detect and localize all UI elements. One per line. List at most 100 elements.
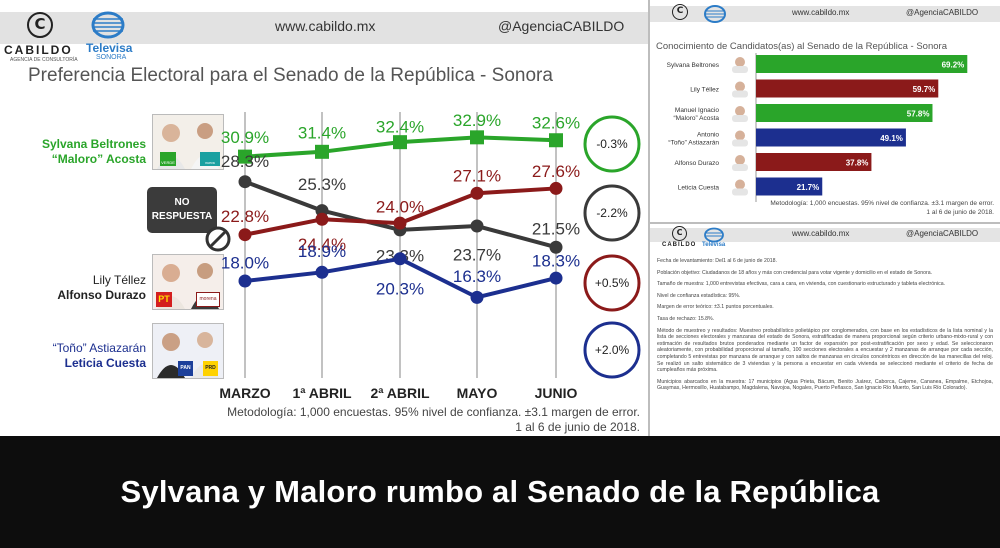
candidate-thumb-icon	[735, 130, 745, 141]
data-label: 32.6%	[532, 114, 580, 133]
bar-category-label: Leticia Cuesta	[678, 185, 720, 192]
data-label: 21.5%	[532, 220, 580, 239]
candidate-thumb-icon	[732, 139, 748, 147]
note-paragraph: Método de muestreo y resultados: Muestre…	[657, 327, 993, 374]
change-label: -0.3%	[596, 137, 628, 151]
bar-value-label: 37.8%	[846, 159, 869, 168]
top-url: www.cabildo.mx	[792, 8, 850, 17]
bar-value-label: 49.1%	[880, 134, 903, 143]
cabildo-logo-icon: C	[27, 12, 53, 38]
no-respuesta-box: NO RESPUESTA	[147, 187, 217, 233]
data-point	[238, 274, 252, 288]
data-point	[470, 290, 484, 304]
x-tick-label: JUNIO	[535, 385, 578, 401]
change-badge	[583, 321, 641, 379]
prohibited-icon	[205, 226, 231, 252]
bottom-header-strip	[650, 228, 1000, 242]
data-label: 30.9%	[221, 128, 269, 147]
data-label: 24.0%	[376, 198, 424, 217]
bar	[756, 128, 906, 147]
bar-chart: 69.2% Sylvana Beltrones 59.7% Lily Téllez 57…	[667, 53, 968, 202]
data-label: 16.3%	[453, 267, 501, 286]
data-label: 18.9%	[298, 242, 346, 261]
candidate-thumb-icon	[732, 188, 748, 196]
data-point	[549, 181, 563, 195]
line-chart: MARZO 1ª ABRIL 2ª ABRIL MAYO JUNIO 30.9% 31.4%…	[219, 111, 641, 401]
bar-value-label: 57.8%	[907, 110, 930, 119]
change-badge	[583, 184, 641, 242]
candidate-label-blue: “Toño” Astiazarán Leticia Cuesta	[52, 341, 146, 370]
change-label: +0.5%	[595, 276, 630, 290]
candidate-thumb-icon	[732, 115, 748, 122]
televisa-logo-icon-small	[704, 5, 726, 23]
data-point	[549, 240, 563, 254]
bar-chart-title: Conocimiento de Candidatos(as) al Senado…	[656, 41, 947, 52]
bar	[756, 55, 968, 73]
bar-value-label: 21.7%	[797, 183, 820, 192]
data-label: 28.3%	[221, 152, 269, 171]
data-point	[393, 252, 407, 266]
data-point	[393, 135, 407, 150]
data-point	[315, 212, 329, 226]
header-handle: @AgenciaCABILDO	[498, 18, 625, 34]
data-label: 32.9%	[453, 111, 501, 130]
data-label: 18.3%	[532, 252, 580, 271]
panel-divider	[650, 222, 1000, 224]
candidate-thumb-icon	[732, 90, 748, 98]
party-logo-nueva-alianza: nueva alianza	[200, 152, 220, 187]
x-tick-label: 1ª ABRIL	[292, 385, 352, 401]
bottom-tv-brand: Televisa	[702, 242, 726, 248]
bar	[756, 79, 939, 98]
data-point	[549, 133, 563, 148]
change-label: +2.0%	[595, 343, 630, 357]
x-tick-label: MARZO	[219, 385, 270, 401]
data-label: 27.1%	[453, 167, 501, 186]
data-point	[549, 271, 563, 285]
cabildo-brand-sub: AGENCIA DE CONSULTORÍA	[10, 57, 78, 63]
x-tick-label: 2ª ABRIL	[370, 385, 430, 401]
party-logo-verde: VERDE	[160, 152, 176, 166]
data-label: 18.0%	[221, 253, 269, 272]
candidate-thumb-icon	[732, 164, 748, 171]
candidate-thumb-icon	[735, 57, 745, 67]
data-point	[238, 175, 252, 189]
change-label: -2.2%	[596, 206, 628, 220]
note-paragraph: Tasa de rechazo: 15.8%.	[657, 315, 715, 322]
bar-category-label: Sylvana Beltrones	[667, 62, 720, 69]
header-url: www.cabildo.mx	[275, 18, 376, 34]
candidate-thumb-icon	[735, 155, 745, 165]
party-logo-pan: PAN	[178, 361, 193, 376]
header-strip	[0, 12, 648, 44]
party-logo-pt: PT	[156, 292, 172, 307]
candidate-thumb-icon	[735, 179, 745, 190]
bar-category-label: “Maloro” Acosta	[673, 115, 719, 122]
bar-category-label: Alfonso Durazo	[675, 160, 720, 167]
bar	[756, 104, 933, 122]
note-paragraph: Tamaño de muestra: 1,000 entrevistas efe…	[657, 281, 946, 288]
data-point	[315, 144, 329, 159]
televisa-brand: Televisa	[86, 41, 133, 55]
bar	[756, 153, 872, 171]
note-paragraph: Margen de error teórico: ±3.1 puntos por…	[657, 304, 774, 311]
candidate-thumb-icon	[732, 66, 748, 73]
bar-category-label: “Toño” Astiazarán	[668, 140, 719, 147]
right-panel: C www.cabildo.mx @AgenciaCABILDO Conocim…	[650, 0, 1000, 436]
data-label: 20.3%	[376, 279, 424, 298]
top-handle: @AgenciaCABILDO	[906, 8, 979, 17]
data-point	[315, 265, 329, 279]
candidate-thumb-icon	[735, 81, 745, 92]
televisa-logo-icon-bottom	[704, 227, 724, 243]
change-badge	[583, 115, 641, 173]
methodology-notes: Fecha de levantamiento: Del1 al 6 de jun…	[657, 258, 993, 392]
candidate-label-maroon: Lily Téllez Alfonso Durazo	[57, 273, 146, 302]
chart-title: Preferencia Electoral para el Senado de …	[28, 65, 553, 86]
vertical-separator	[648, 0, 650, 436]
televisa-logo-icon	[91, 11, 125, 39]
candidate-label-green: Sylvana Beltrones “Maloro” Acosta	[41, 137, 146, 166]
note-paragraph: Nivel de confianza estadística: 95%.	[657, 292, 741, 299]
bar-methodology: Metodología: 1,000 encuestas. 95% nivel …	[770, 200, 994, 207]
candidate-thumb-icon	[735, 106, 745, 116]
data-point	[470, 130, 484, 145]
data-point	[470, 186, 484, 200]
cabildo-brand: CABILDO	[4, 43, 73, 57]
